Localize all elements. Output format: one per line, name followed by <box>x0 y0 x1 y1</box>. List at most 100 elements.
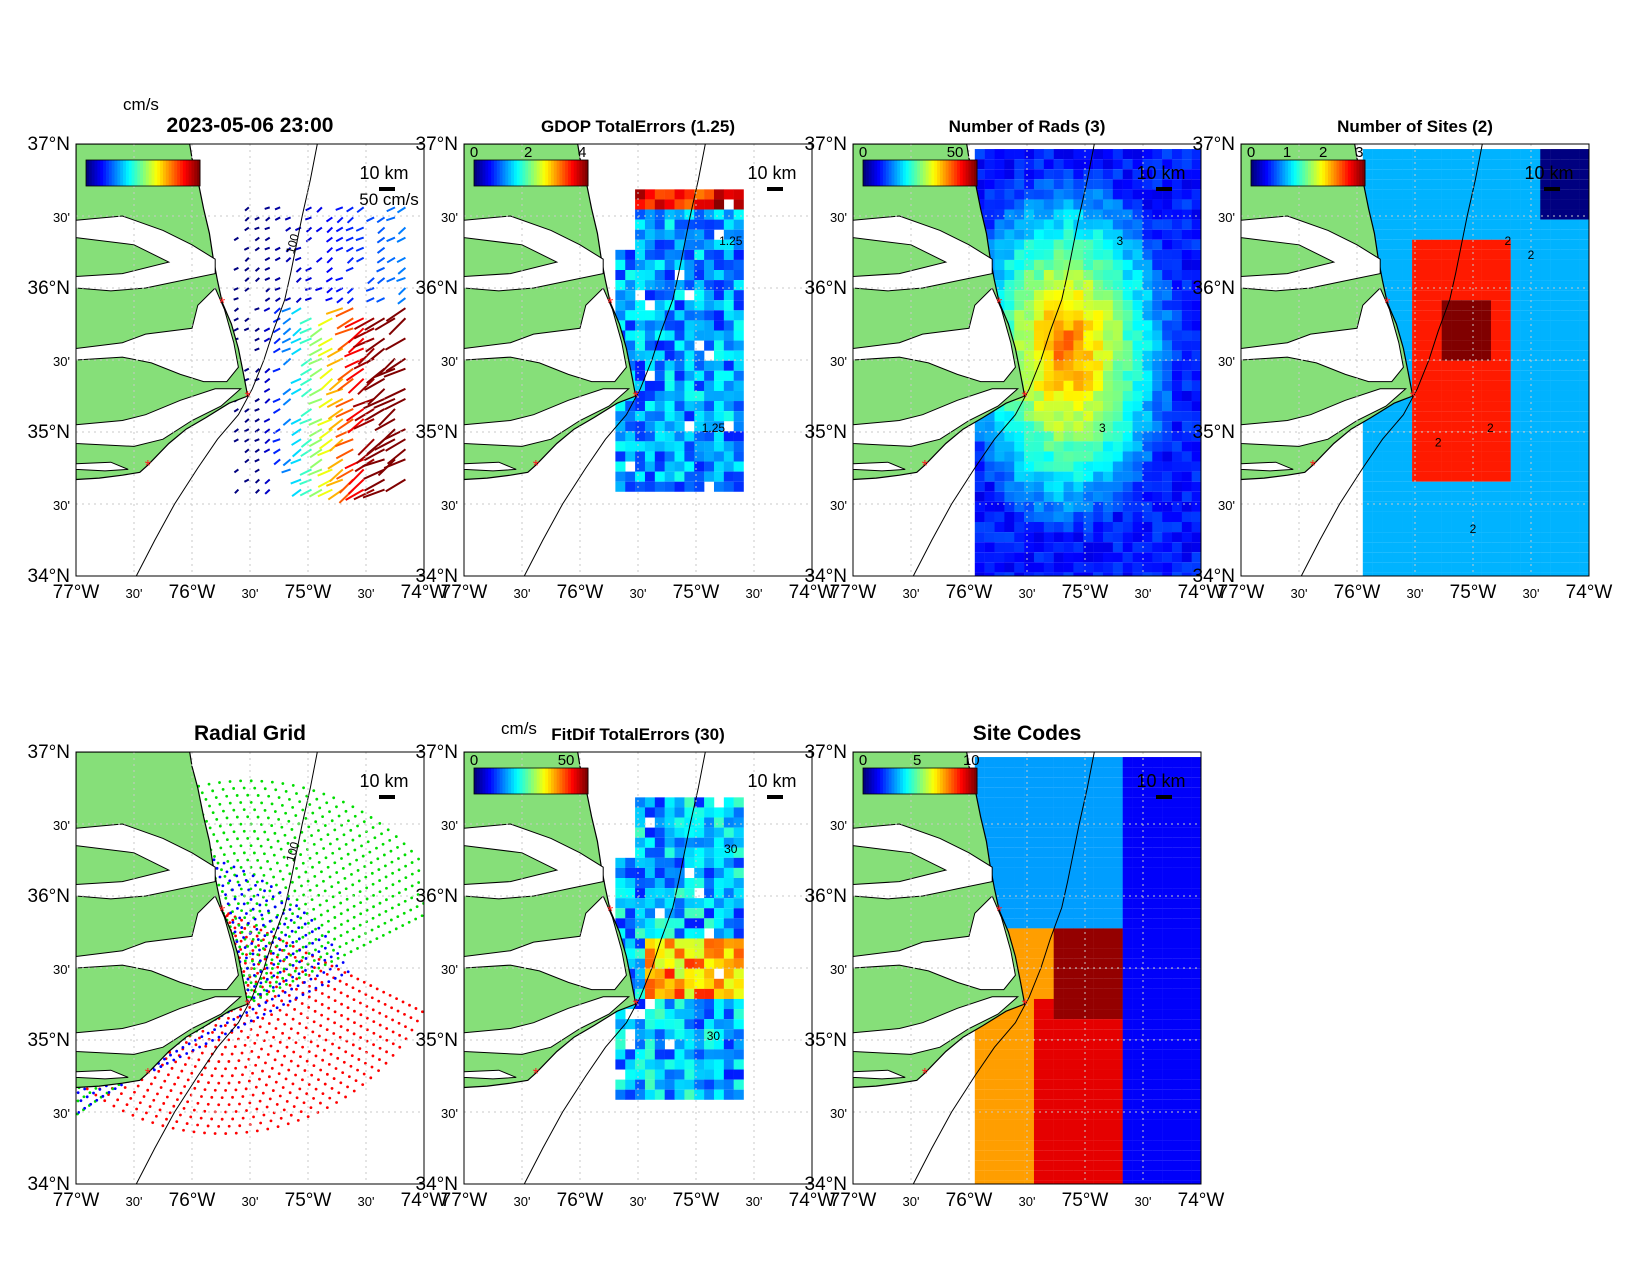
map-panel-fitdif: * * * 37°N 30' 36°N 30' 35°N 30' 34°N77°W 30' 76°W 3… <box>416 719 836 1211</box>
scale-bar-label: 10 km <box>747 771 796 791</box>
colorbar-swatch <box>1302 160 1306 186</box>
lat-tick-label: 37°N <box>416 134 458 155</box>
colorbar-swatch <box>493 160 498 186</box>
lat-tick-label: 36°N <box>28 278 70 299</box>
colorbar-tick: 0 <box>1247 144 1255 161</box>
lat-tick-label: 37°N <box>416 742 458 763</box>
colorbar-swatch <box>917 768 921 794</box>
lat-tick-label: 30' <box>441 498 458 513</box>
colorbar-swatch <box>885 160 890 186</box>
colorbar-swatch <box>968 768 972 794</box>
lon-tick-label: 75°W <box>285 1190 332 1211</box>
colorbar-units: cm/s <box>501 719 537 738</box>
panel-title: Radial Grid <box>194 722 306 745</box>
colorbar-swatch <box>1262 160 1266 186</box>
lat-tick-label: 36°N <box>805 278 847 299</box>
colorbar-swatch <box>160 160 164 186</box>
isobath-label: 100 <box>283 232 302 255</box>
colorbar-swatch <box>934 160 938 186</box>
colorbar-swatch <box>553 768 558 794</box>
reference-vector-label: 50 cm/s <box>359 190 419 209</box>
colorbar-swatch <box>897 160 901 186</box>
colorbar-swatch <box>197 160 201 186</box>
lon-tick-label: 30' <box>1291 586 1308 601</box>
colorbar-tick: 50 <box>558 752 575 769</box>
colorbar-swatch <box>1256 160 1261 186</box>
lon-tick-label: 77°W <box>830 1190 877 1211</box>
colorbar-swatch <box>168 160 172 186</box>
colorbar-swatch <box>1310 160 1315 186</box>
colorbar-tick: 3 <box>1355 144 1363 161</box>
colorbar-swatch <box>585 160 589 186</box>
lon-tick-label: 30' <box>630 586 647 601</box>
colorbar-swatch <box>539 160 543 186</box>
lon-tick-label: 77°W <box>441 582 488 603</box>
colorbar-swatch <box>128 160 133 186</box>
colorbar-swatch <box>88 160 93 186</box>
colorbar-swatch <box>151 160 155 186</box>
colorbar-swatch <box>545 768 549 794</box>
colorbar-swatch <box>1350 160 1355 186</box>
lat-tick-label: 30' <box>53 1106 70 1121</box>
colorbar-swatch <box>877 768 881 794</box>
colorbar-swatch <box>488 160 492 186</box>
colorbar-swatch <box>863 768 867 794</box>
lon-tick-label: 76°W <box>169 1190 216 1211</box>
contour-label: 1.25 <box>719 234 743 248</box>
colorbar-swatch <box>536 768 541 794</box>
lon-tick-label: 74°W <box>1178 1190 1225 1211</box>
colorbar-swatch <box>1276 160 1280 186</box>
colorbar-swatch <box>1273 160 1278 186</box>
colorbar-swatch <box>86 160 90 186</box>
colorbar-swatch <box>888 160 892 186</box>
lon-tick-label: 30' <box>1135 1194 1152 1209</box>
colorbar-swatch <box>528 160 532 186</box>
lon-tick-label: 30' <box>746 586 763 601</box>
lon-tick-label: 30' <box>903 1194 920 1209</box>
colorbar-swatch <box>491 768 495 794</box>
contour-label: 30 <box>724 842 738 856</box>
lon-tick-label: 30' <box>242 586 259 601</box>
colorbar-swatch <box>1259 160 1263 186</box>
colorbar-swatch <box>1299 160 1303 186</box>
sound-water <box>1241 215 1381 292</box>
lon-tick-label: 30' <box>1135 586 1152 601</box>
colorbar-frame <box>1250 159 1366 187</box>
lon-tick-label: 74°W <box>401 582 448 603</box>
current-vectors <box>233 206 407 504</box>
colorbar-swatch <box>568 160 572 186</box>
colorbar-swatch <box>582 768 586 794</box>
colorbar-swatch <box>1305 160 1309 186</box>
colorbar-swatch <box>974 768 978 794</box>
colorbar-swatch <box>525 768 529 794</box>
colorbar-swatch <box>974 160 978 186</box>
graticule <box>464 144 812 576</box>
site-marker: * <box>1384 295 1390 312</box>
lon-tick-label: 74°W <box>401 1190 448 1211</box>
site-marker: * <box>533 1066 539 1083</box>
lat-tick-label: 34°N <box>1193 566 1235 587</box>
colorbar-tick: 1 <box>1283 144 1291 161</box>
colorbar-swatch <box>1270 160 1275 186</box>
colorbar-swatch <box>1339 160 1343 186</box>
contour-label: 2 <box>1504 234 1511 248</box>
colorbar-swatch <box>556 160 560 186</box>
colorbar-tick: 2 <box>1319 144 1327 161</box>
colorbar-swatch <box>525 160 529 186</box>
colorbar-swatch <box>148 160 153 186</box>
colorbar-swatch <box>479 160 484 186</box>
colorbar-swatch <box>502 160 506 186</box>
colorbar-swatch <box>868 768 873 794</box>
sound-water <box>464 388 631 447</box>
sound-water <box>1241 461 1294 472</box>
colorbar-swatch <box>945 768 949 794</box>
panel-frame <box>75 143 425 577</box>
lat-tick-label: 37°N <box>805 742 847 763</box>
graticule <box>853 144 1201 576</box>
lon-tick-label: 30' <box>358 1194 375 1209</box>
colorbar-swatch <box>94 160 98 186</box>
colorbar-swatch <box>914 768 918 794</box>
lat-tick-label: 34°N <box>28 566 70 587</box>
lon-tick-label: 76°W <box>946 1190 993 1211</box>
colorbar-swatch <box>1353 160 1357 186</box>
